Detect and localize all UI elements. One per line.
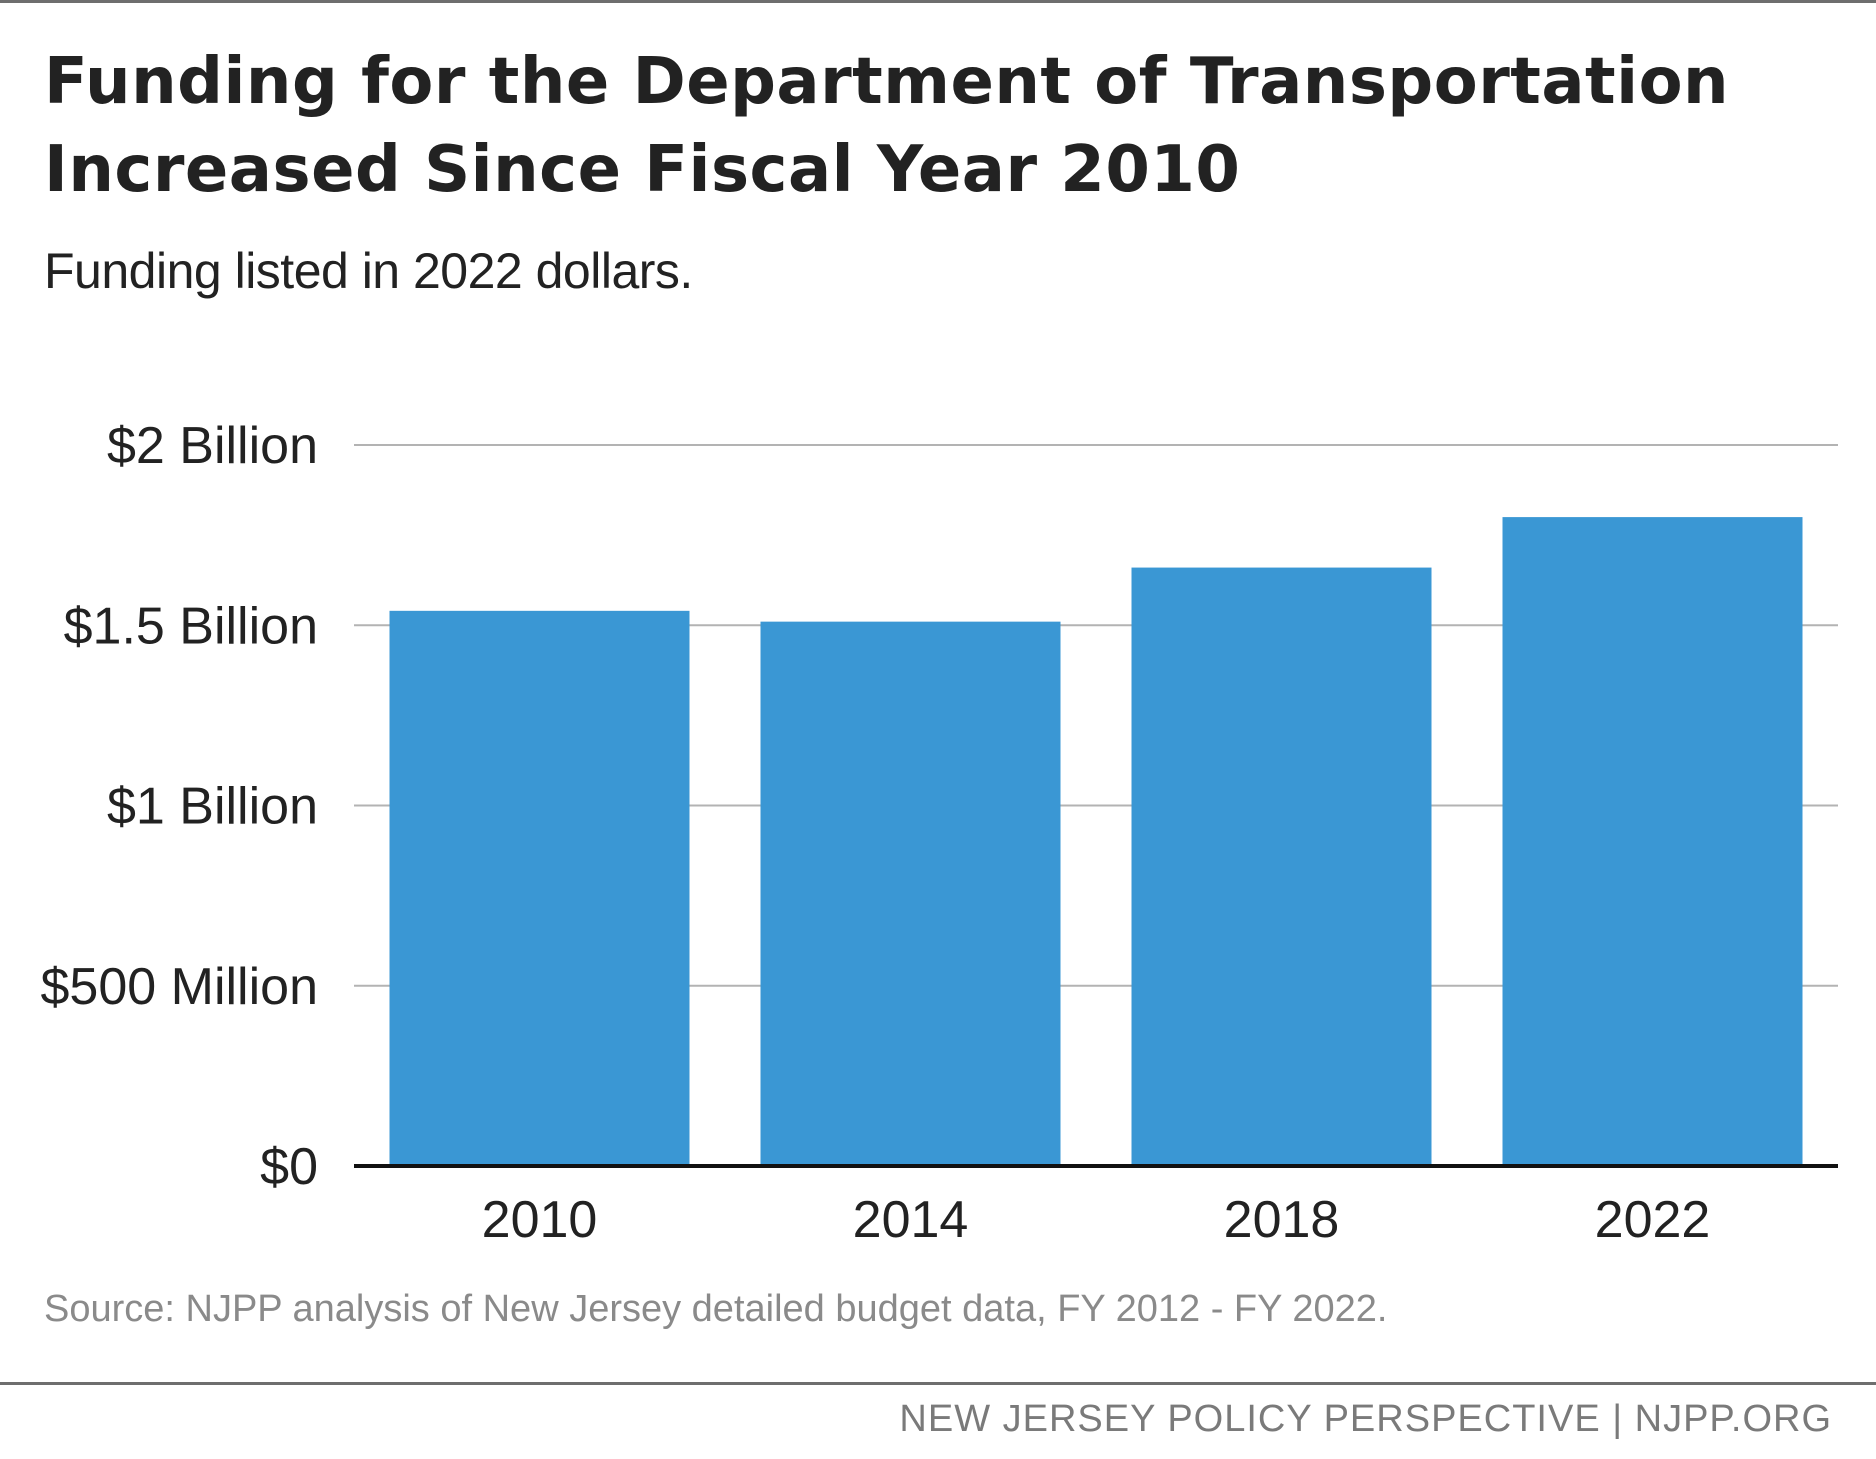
bottom-rule [0, 1382, 1876, 1385]
bar-2018 [1131, 567, 1432, 1166]
chart-title: Funding for the Department of Transporta… [44, 45, 1730, 207]
y-axis-ticks: $0 $500 Million $1 Billion $1.5 Billion $2 B… [41, 417, 319, 1196]
top-rule [0, 0, 1876, 3]
bar-chart: $0 $500 Million $1 Billion $1.5 Billion $2 B… [41, 417, 1838, 1249]
footer-credit: NEW JERSEY POLICY PERSPECTIVE | NJPP.ORG [899, 1398, 1832, 1440]
source-note: Source: NJPP analysis of New Jersey deta… [44, 1288, 1388, 1330]
bar-2014 [760, 621, 1061, 1166]
bar-2022 [1502, 517, 1803, 1166]
y-tick-label: $1.5 Billion [64, 597, 318, 655]
y-tick-label: $1 Billion [107, 778, 318, 836]
y-tick-label: $2 Billion [107, 417, 318, 475]
x-tick-label: 2022 [1595, 1191, 1711, 1249]
x-axis-ticks: 2010 2014 2018 2022 [482, 1191, 1711, 1249]
x-tick-label: 2010 [482, 1191, 598, 1249]
x-tick-label: 2014 [853, 1191, 969, 1249]
y-tick-label: $0 [260, 1138, 318, 1196]
x-tick-label: 2018 [1224, 1191, 1340, 1249]
chart-subtitle: Funding listed in 2022 dollars. [44, 243, 693, 299]
bar-2010 [389, 610, 690, 1166]
y-tick-label: $500 Million [41, 958, 319, 1016]
bars [389, 517, 1803, 1166]
